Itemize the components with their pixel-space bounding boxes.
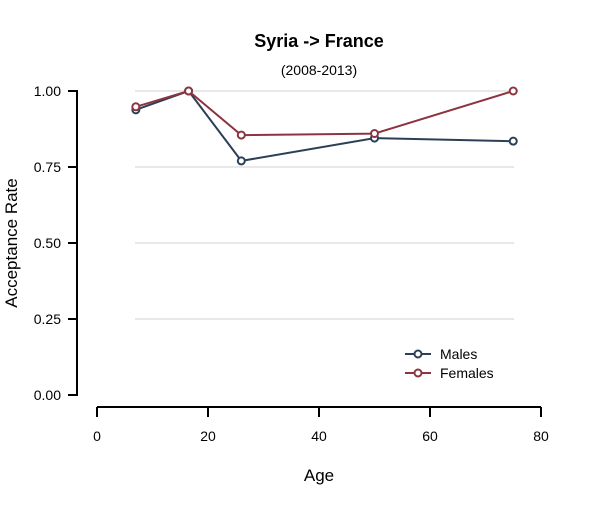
chart-title: Syria -> France (254, 31, 384, 51)
y-tick-label: 0.25 (34, 311, 61, 327)
gridlines (135, 90, 514, 320)
series-males (131, 86, 518, 166)
legend-marker-females (413, 368, 423, 378)
x-axis-title: Age (304, 466, 334, 485)
data-point-females (370, 129, 379, 139)
legend-label-males: Males (440, 346, 477, 362)
x-tick-label: 80 (533, 428, 549, 444)
data-point-females (131, 102, 141, 112)
y-axis-title: Acceptance Rate (2, 178, 21, 307)
chart-subtitle: (2008-2013) (281, 62, 357, 78)
data-point-males (236, 156, 246, 166)
x-tick-label: 40 (311, 428, 327, 444)
legend: Males Females (405, 346, 494, 381)
x-tick-label: 60 (422, 428, 438, 444)
legend-marker-males (413, 349, 423, 359)
data-point-females (508, 86, 518, 96)
data-point-females (236, 130, 246, 140)
y-tick-label: 0.00 (34, 387, 61, 403)
y-axis: 0.00 0.25 0.50 0.75 1.00 (34, 83, 78, 403)
series-layer (131, 86, 518, 166)
y-tick-label: 0.75 (34, 159, 61, 175)
data-point-males (508, 136, 518, 146)
x-tick-label: 0 (93, 428, 101, 444)
y-tick-label: 1.00 (34, 83, 61, 99)
series-line-males (135, 89, 514, 162)
legend-label-females: Females (440, 365, 494, 381)
series-females (131, 86, 518, 140)
y-tick-label: 0.50 (34, 235, 61, 251)
x-tick-label: 20 (200, 428, 216, 444)
data-point-females (184, 86, 194, 96)
x-axis: 0 20 40 60 80 (93, 406, 549, 444)
